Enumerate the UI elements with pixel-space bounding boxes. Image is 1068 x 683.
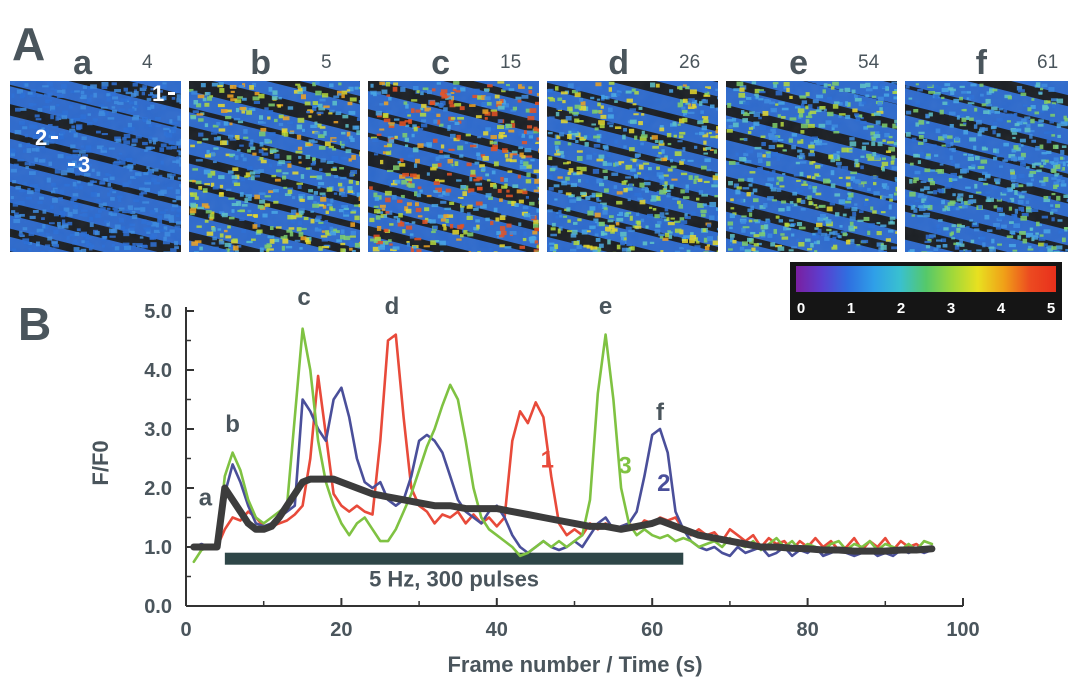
frame-letter-label: b bbox=[250, 44, 271, 82]
colorbar-tick-label: 2 bbox=[897, 300, 905, 317]
annotation-label: 3 bbox=[618, 452, 631, 479]
annotation-label: d bbox=[385, 293, 400, 320]
panel-b-label: B bbox=[18, 298, 51, 350]
image-frame-c: c 15 bbox=[368, 44, 539, 252]
frame-letter-label: e bbox=[789, 44, 808, 82]
x-tick-label: 80 bbox=[796, 619, 818, 641]
frame-letter-label: f bbox=[976, 44, 988, 82]
colorbar-tick-label: 0 bbox=[797, 300, 805, 317]
stimulus-bar bbox=[224, 552, 684, 565]
roi-marker-3: 3 bbox=[68, 152, 90, 177]
series-line-roi-3 bbox=[192, 327, 934, 564]
colorbar-tick-label: 1 bbox=[847, 300, 855, 317]
x-tick-label: 0 bbox=[180, 619, 191, 641]
axes: 0.01.02.03.04.05.00 20 40 60 80 100 bbox=[144, 301, 980, 641]
x-tick-label: 40 bbox=[486, 619, 508, 641]
panel-a-label: A bbox=[12, 18, 45, 70]
y-tick-label: 2.0 bbox=[144, 478, 172, 500]
colorbar-tick-label: 5 bbox=[1047, 300, 1055, 317]
annotation-label: 2 bbox=[657, 470, 670, 497]
roi-tick-mark bbox=[168, 92, 175, 95]
colorbar: 0 1 2 3 4 5 bbox=[790, 262, 1062, 320]
frame-number-label: 54 bbox=[858, 52, 880, 73]
roi-label: 3 bbox=[78, 152, 90, 177]
annotation-label: b bbox=[225, 411, 240, 438]
series-group bbox=[190, 327, 936, 564]
image-frame-f: f 61 bbox=[905, 44, 1068, 252]
annotation-label: a bbox=[199, 485, 213, 512]
y-tick-label: 4.0 bbox=[144, 360, 172, 382]
frame-number-label: 15 bbox=[500, 52, 521, 73]
frame-number-label: 4 bbox=[142, 52, 153, 73]
colorbar-tick-label: 4 bbox=[997, 300, 1006, 317]
frame-number-label: 61 bbox=[1037, 52, 1058, 73]
frame-letter-label: c bbox=[431, 44, 450, 82]
x-tick-label: 100 bbox=[946, 619, 979, 641]
stimulus-label: 5 Hz, 300 pulses bbox=[369, 567, 539, 592]
annotations: a b c d e f 1 32 bbox=[199, 284, 671, 512]
frame-letter-label: a bbox=[73, 44, 93, 82]
y-axis-label: F/F0 bbox=[88, 440, 113, 485]
y-tick-label: 1.0 bbox=[144, 537, 172, 559]
frame-letter-label: d bbox=[608, 44, 629, 82]
series-line-average bbox=[190, 475, 936, 555]
x-tick-label: 60 bbox=[641, 619, 663, 641]
y-tick-label: 0.0 bbox=[144, 596, 172, 618]
colorbar-gradient bbox=[796, 266, 1056, 292]
y-tick-label: 3.0 bbox=[144, 419, 172, 441]
roi-tick-mark bbox=[68, 163, 75, 166]
annotation-label: c bbox=[297, 284, 310, 311]
roi-label: 2 bbox=[35, 125, 47, 150]
roi-tick-mark bbox=[51, 136, 58, 139]
roi-marker-2: 2 bbox=[35, 125, 58, 150]
image-frame-e: e 54 bbox=[726, 44, 897, 252]
colorbar-tick-label: 3 bbox=[947, 300, 955, 317]
frame-number-label: 5 bbox=[321, 52, 332, 73]
y-tick-label: 5.0 bbox=[144, 301, 172, 323]
roi-label: 1 bbox=[152, 81, 164, 106]
chart-panel-b: 0.01.02.03.04.05.00 20 40 60 80 100 5 Hz, 300… bbox=[88, 284, 980, 677]
x-axis-label: Frame number / Time (s) bbox=[447, 652, 702, 677]
roi-marker-1: 1 bbox=[152, 81, 175, 106]
annotation-label: 1 bbox=[541, 446, 554, 473]
annotation-label: f bbox=[656, 399, 665, 426]
image-frame-d: d 26 bbox=[547, 44, 718, 252]
frame-number-label: 26 bbox=[679, 52, 700, 73]
stimulus-bar-group: 5 Hz, 300 pulses bbox=[224, 552, 684, 592]
annotation-label: e bbox=[599, 293, 612, 320]
x-tick-label: 20 bbox=[330, 619, 352, 641]
